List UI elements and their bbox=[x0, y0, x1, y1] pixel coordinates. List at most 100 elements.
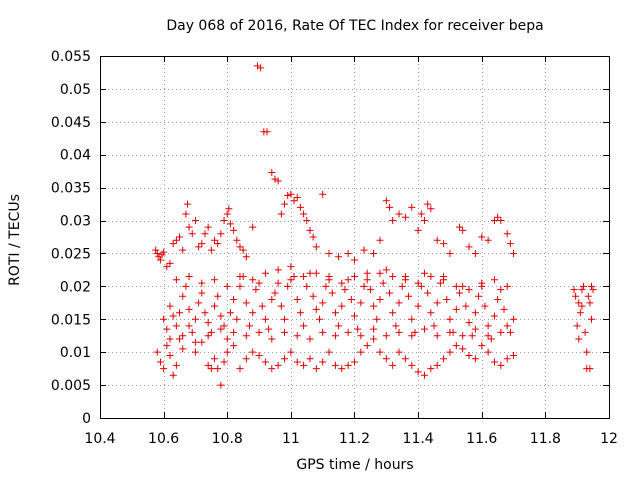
data-point bbox=[290, 272, 298, 280]
data-point bbox=[179, 345, 187, 353]
data-point bbox=[261, 315, 269, 323]
data-point bbox=[417, 282, 425, 290]
data-point bbox=[166, 335, 174, 343]
data-point bbox=[497, 286, 505, 294]
data-point bbox=[214, 365, 222, 373]
data-point bbox=[223, 335, 231, 343]
data-point bbox=[198, 279, 206, 287]
data-point bbox=[233, 236, 241, 244]
y-tick-label: 0.005 bbox=[51, 378, 91, 394]
data-point bbox=[255, 351, 263, 359]
data-point bbox=[271, 289, 279, 297]
y-tick-label: 0.025 bbox=[51, 246, 91, 262]
data-point bbox=[182, 210, 190, 218]
data-point bbox=[325, 276, 333, 284]
data-point bbox=[494, 296, 502, 304]
data-point bbox=[335, 322, 343, 330]
data-point bbox=[319, 328, 327, 336]
data-point bbox=[578, 302, 586, 310]
data-point bbox=[459, 282, 467, 290]
data-point bbox=[455, 289, 463, 297]
data-point bbox=[487, 335, 495, 343]
data-point bbox=[408, 361, 416, 369]
data-point bbox=[351, 358, 358, 366]
data-point bbox=[478, 233, 486, 241]
data-point bbox=[382, 266, 390, 274]
data-point bbox=[281, 328, 289, 336]
data-point bbox=[252, 286, 260, 294]
data-point bbox=[188, 230, 196, 238]
data-point bbox=[191, 338, 199, 346]
data-point bbox=[204, 332, 212, 340]
data-point bbox=[430, 322, 438, 330]
data-point bbox=[427, 365, 435, 373]
data-point bbox=[309, 292, 317, 300]
data-points bbox=[152, 62, 597, 389]
data-point bbox=[226, 220, 234, 228]
data-point bbox=[575, 335, 583, 343]
data-point bbox=[578, 286, 586, 294]
data-point bbox=[417, 210, 425, 218]
data-point bbox=[433, 332, 441, 340]
data-point bbox=[281, 355, 289, 363]
data-point bbox=[246, 322, 254, 330]
data-point bbox=[370, 325, 378, 333]
data-point bbox=[484, 332, 492, 340]
data-point bbox=[471, 309, 479, 317]
data-point bbox=[249, 276, 257, 284]
data-point bbox=[468, 332, 476, 340]
data-point bbox=[414, 226, 422, 234]
data-point bbox=[490, 217, 498, 225]
data-point bbox=[198, 338, 206, 346]
data-point bbox=[455, 223, 463, 231]
data-point bbox=[274, 361, 282, 369]
data-point bbox=[357, 332, 365, 340]
data-point bbox=[376, 348, 384, 356]
data-point bbox=[156, 256, 164, 264]
data-point bbox=[306, 226, 314, 234]
x-tick-label: 11 bbox=[282, 431, 300, 447]
data-point bbox=[446, 328, 454, 336]
data-point bbox=[405, 292, 413, 300]
data-point bbox=[584, 292, 592, 300]
data-point bbox=[274, 177, 282, 185]
y-tick-labels: 0 0.005 0.01 0.015 0.02 0.025 0.03 0.035 0.04 0.0… bbox=[51, 49, 91, 427]
data-point bbox=[169, 312, 177, 320]
data-point bbox=[188, 328, 196, 336]
data-point bbox=[242, 332, 250, 340]
data-point bbox=[490, 358, 498, 366]
data-point bbox=[236, 365, 244, 373]
data-point bbox=[424, 200, 432, 208]
data-point bbox=[293, 194, 301, 202]
y-axis-label: ROTI / TECUs bbox=[7, 194, 23, 286]
data-point bbox=[220, 358, 228, 366]
data-point bbox=[281, 200, 289, 208]
data-point bbox=[580, 282, 588, 290]
data-point bbox=[226, 309, 234, 317]
data-point bbox=[363, 269, 371, 277]
data-point bbox=[414, 302, 422, 310]
data-point bbox=[316, 315, 324, 323]
data-point bbox=[274, 266, 282, 274]
x-tick-label: 11.2 bbox=[339, 431, 370, 447]
data-point bbox=[465, 243, 473, 251]
data-point bbox=[357, 299, 365, 307]
data-point bbox=[201, 309, 209, 317]
data-point bbox=[160, 248, 168, 256]
data-point bbox=[420, 325, 428, 333]
data-point bbox=[319, 358, 327, 366]
data-point bbox=[179, 292, 187, 300]
data-point bbox=[446, 315, 454, 323]
data-point bbox=[459, 226, 467, 234]
data-point bbox=[382, 332, 390, 340]
data-point bbox=[344, 328, 352, 336]
data-point bbox=[236, 282, 244, 290]
data-point bbox=[287, 348, 295, 356]
data-point bbox=[242, 253, 250, 261]
data-point bbox=[303, 217, 311, 225]
data-point bbox=[325, 249, 333, 257]
data-point bbox=[300, 361, 308, 369]
data-point bbox=[433, 299, 441, 307]
data-point bbox=[331, 361, 339, 369]
data-point bbox=[263, 128, 271, 136]
